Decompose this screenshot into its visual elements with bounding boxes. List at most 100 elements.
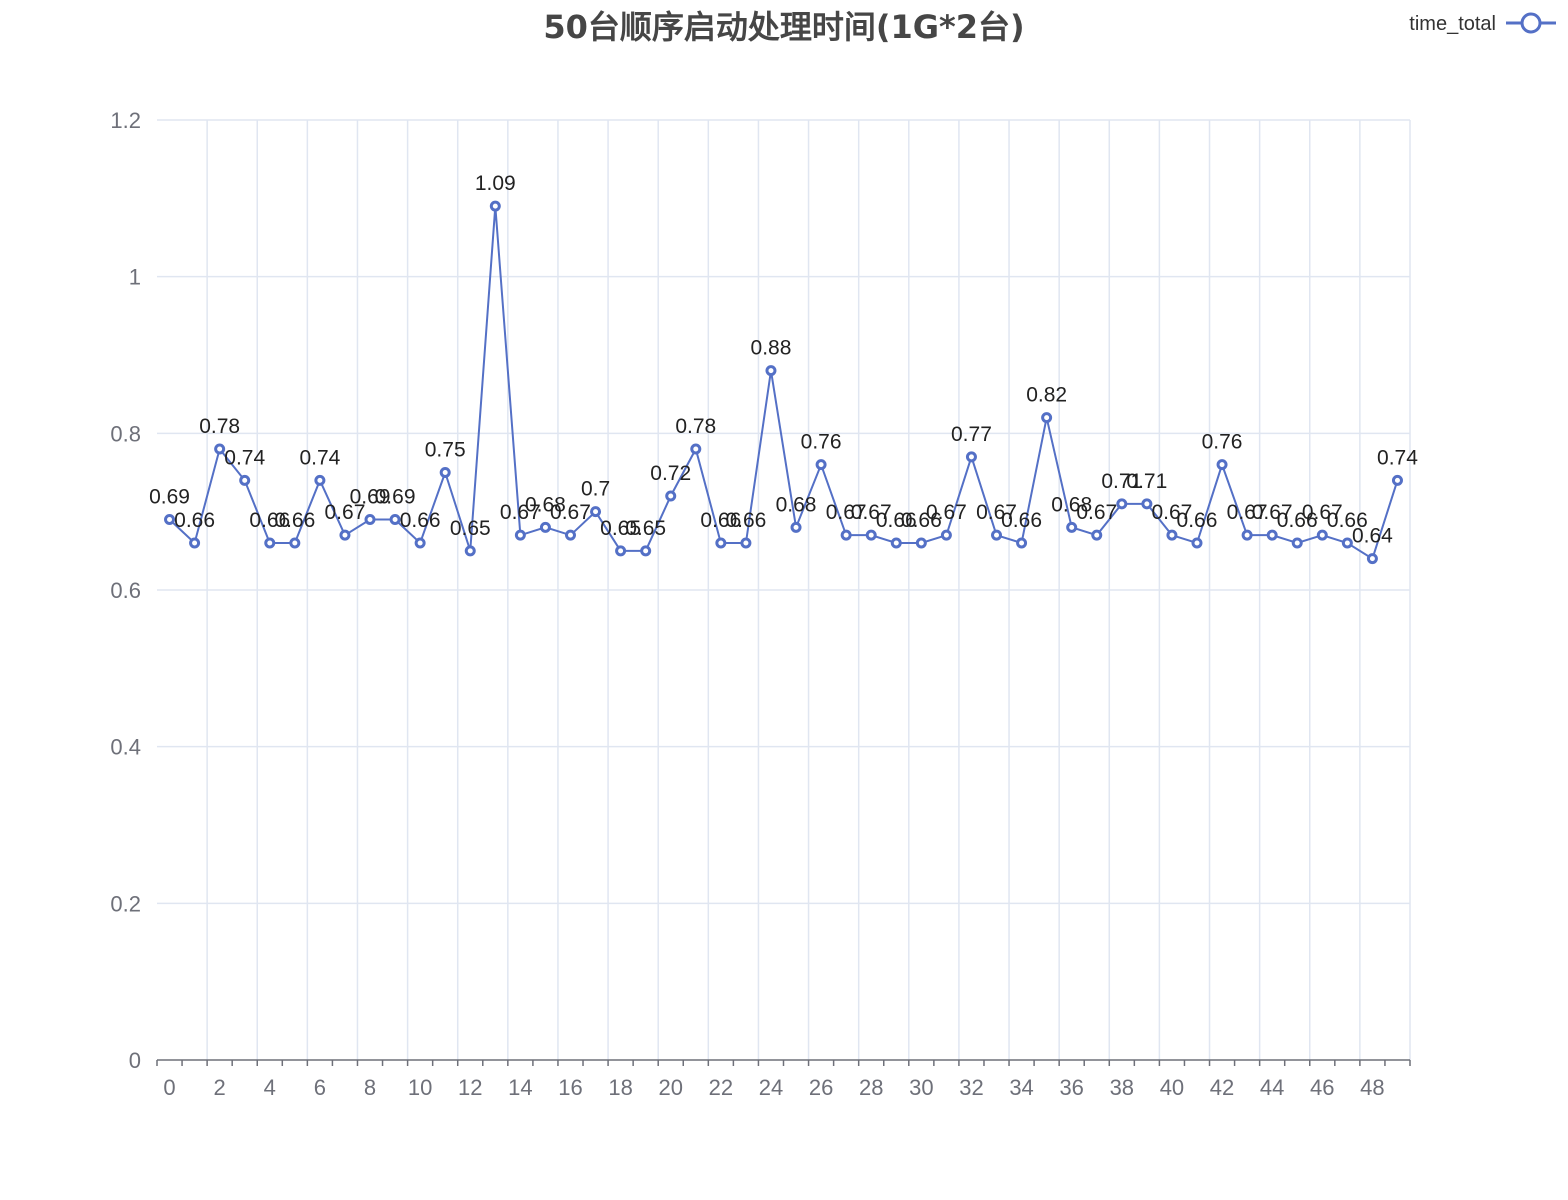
x-tick-label: 30 bbox=[909, 1075, 933, 1100]
data-point[interactable] bbox=[991, 529, 1003, 541]
legend-marker-icon bbox=[1520, 12, 1542, 34]
data-point[interactable] bbox=[264, 537, 276, 549]
data-labels: 0.690.660.780.740.660.660.740.670.690.69… bbox=[149, 172, 1418, 548]
data-point[interactable] bbox=[1341, 537, 1353, 549]
data-point[interactable] bbox=[1041, 412, 1053, 424]
data-label: 0.69 bbox=[149, 486, 190, 509]
data-label: 0.69 bbox=[350, 486, 391, 509]
data-point[interactable] bbox=[1166, 529, 1178, 541]
data-point[interactable] bbox=[765, 365, 777, 377]
data-point[interactable] bbox=[1266, 529, 1278, 541]
data-label: 0.66 bbox=[1327, 509, 1368, 532]
data-label: 0.67 bbox=[851, 501, 892, 524]
data-point[interactable] bbox=[740, 537, 752, 549]
data-label: 0.67 bbox=[976, 501, 1017, 524]
data-label: 0.7 bbox=[581, 478, 610, 501]
data-point[interactable] bbox=[940, 529, 952, 541]
y-tick-label: 0 bbox=[129, 1048, 141, 1073]
x-tick-label: 2 bbox=[214, 1075, 226, 1100]
data-label: 0.66 bbox=[876, 509, 917, 532]
data-point[interactable] bbox=[1366, 553, 1378, 565]
data-point[interactable] bbox=[289, 537, 301, 549]
y-tick-label: 0.2 bbox=[110, 891, 141, 916]
data-label: 0.82 bbox=[1026, 384, 1067, 407]
data-point[interactable] bbox=[690, 443, 702, 455]
data-point[interactable] bbox=[1091, 529, 1103, 541]
data-point[interactable] bbox=[1391, 474, 1403, 486]
data-point[interactable] bbox=[1066, 521, 1078, 533]
x-tick-label: 12 bbox=[458, 1075, 482, 1100]
data-point[interactable] bbox=[615, 545, 627, 557]
data-point[interactable] bbox=[590, 506, 602, 518]
data-point[interactable] bbox=[915, 537, 927, 549]
data-label: 0.78 bbox=[675, 415, 716, 438]
data-point[interactable] bbox=[865, 529, 877, 541]
data-label: 0.77 bbox=[951, 423, 992, 446]
data-label: 0.65 bbox=[450, 517, 491, 540]
data-point[interactable] bbox=[715, 537, 727, 549]
data-point[interactable] bbox=[439, 467, 451, 478]
x-tick-label: 48 bbox=[1360, 1075, 1384, 1100]
data-point[interactable] bbox=[514, 529, 526, 541]
data-point[interactable] bbox=[189, 537, 201, 549]
x-tick-label: 36 bbox=[1059, 1075, 1083, 1100]
data-label: 0.67 bbox=[1302, 501, 1343, 524]
data-point[interactable] bbox=[564, 529, 576, 541]
x-tick-label: 16 bbox=[558, 1075, 582, 1100]
data-label: 0.66 bbox=[174, 509, 215, 532]
data-label: 0.66 bbox=[274, 509, 315, 532]
data-point[interactable] bbox=[1116, 498, 1128, 510]
data-label: 0.74 bbox=[299, 446, 340, 469]
x-tick-label: 24 bbox=[759, 1075, 783, 1100]
data-point[interactable] bbox=[1316, 529, 1328, 541]
data-point[interactable] bbox=[815, 459, 827, 471]
data-point[interactable] bbox=[840, 529, 852, 541]
data-point[interactable] bbox=[364, 514, 376, 525]
legend[interactable]: time_total bbox=[1409, 12, 1556, 35]
data-point[interactable] bbox=[1016, 537, 1028, 549]
data-label: 0.67 bbox=[1076, 501, 1117, 524]
data-label: 0.78 bbox=[199, 415, 240, 438]
x-tick-label: 18 bbox=[608, 1075, 632, 1100]
data-label: 0.74 bbox=[1377, 446, 1418, 469]
data-label: 0.67 bbox=[1227, 501, 1268, 524]
data-label: 0.69 bbox=[375, 486, 416, 509]
data-point[interactable] bbox=[1291, 537, 1303, 549]
data-point[interactable] bbox=[489, 200, 501, 212]
data-point[interactable] bbox=[890, 537, 902, 549]
data-point[interactable] bbox=[640, 545, 652, 557]
y-tick-label: 0.4 bbox=[110, 735, 141, 760]
data-point[interactable] bbox=[1191, 537, 1203, 549]
data-point[interactable] bbox=[389, 514, 401, 525]
data-label: 0.76 bbox=[801, 431, 842, 454]
data-label: 1.09 bbox=[475, 172, 516, 195]
data-point[interactable] bbox=[339, 529, 351, 541]
x-tick-label: 44 bbox=[1260, 1075, 1284, 1100]
data-point[interactable] bbox=[214, 443, 226, 455]
data-point[interactable] bbox=[539, 521, 551, 533]
data-label: 0.71 bbox=[1126, 470, 1167, 493]
y-tick-label: 1 bbox=[129, 265, 141, 290]
data-label: 0.72 bbox=[650, 462, 691, 485]
data-label: 0.66 bbox=[400, 509, 441, 532]
series-layer bbox=[164, 200, 1403, 565]
axes: 00.20.40.60.811.20 2 4 6 8 10 12 14 16 18 20 22 24 26… bbox=[110, 108, 1411, 1100]
data-point[interactable] bbox=[314, 474, 326, 486]
data-point[interactable] bbox=[239, 474, 251, 486]
data-point[interactable] bbox=[1241, 529, 1253, 541]
data-point[interactable] bbox=[965, 451, 977, 463]
data-label: 0.71 bbox=[1101, 470, 1142, 493]
data-point[interactable] bbox=[414, 537, 426, 549]
data-point[interactable] bbox=[665, 490, 677, 502]
data-point[interactable] bbox=[1141, 498, 1153, 510]
data-point[interactable] bbox=[164, 514, 176, 525]
data-label: 0.66 bbox=[725, 509, 766, 532]
data-label: 0.75 bbox=[425, 439, 466, 462]
data-label: 0.66 bbox=[700, 509, 741, 532]
data-point[interactable] bbox=[464, 545, 476, 557]
data-label: 0.67 bbox=[826, 501, 867, 524]
data-point[interactable] bbox=[1216, 459, 1228, 471]
x-tick-label: 40 bbox=[1160, 1075, 1184, 1100]
data-point[interactable] bbox=[790, 521, 802, 533]
x-tick-label: 42 bbox=[1210, 1075, 1234, 1100]
